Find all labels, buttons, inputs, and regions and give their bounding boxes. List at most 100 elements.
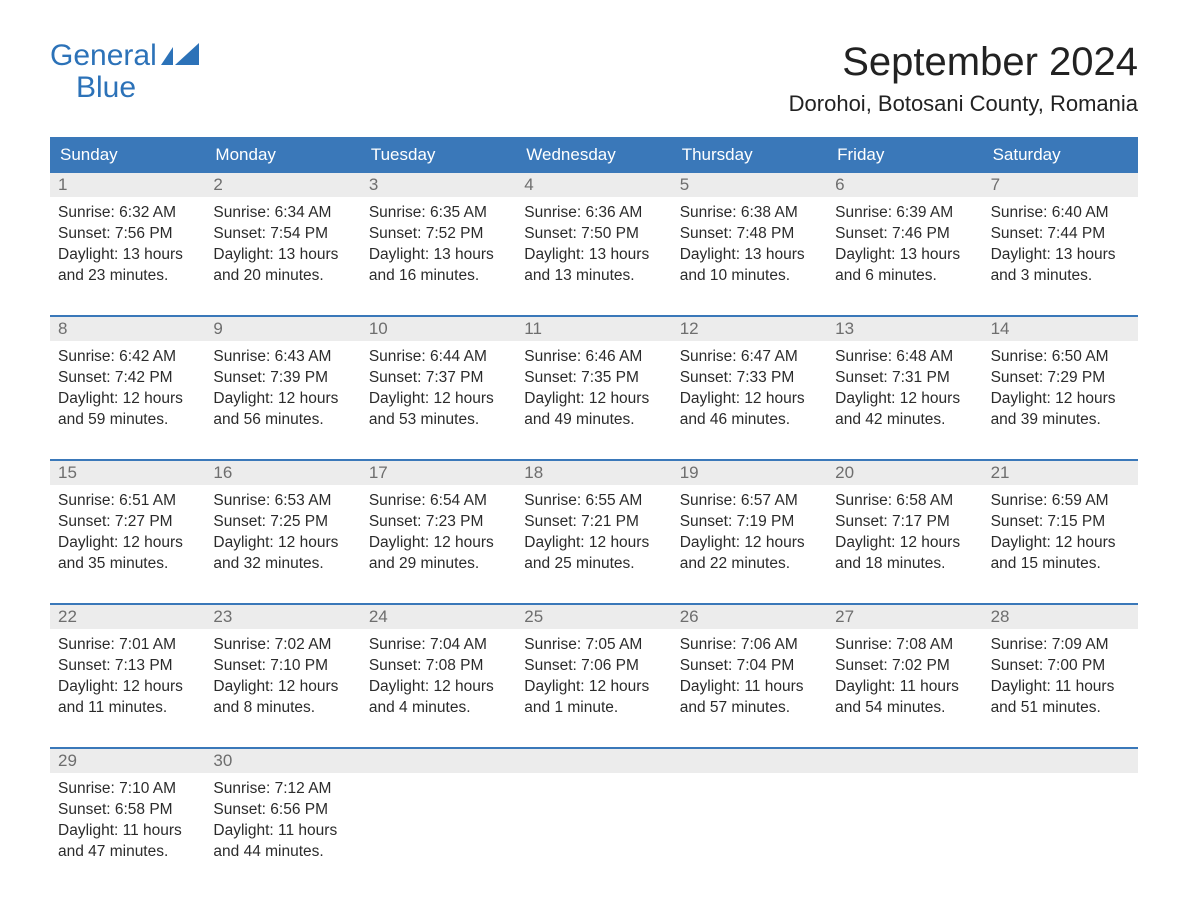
sunset-text: Sunset: 7:46 PM: [835, 224, 974, 245]
sunrise-text: Sunrise: 6:39 AM: [835, 203, 974, 224]
day-body: Sunrise: 7:09 AMSunset: 7:00 PMDaylight:…: [983, 629, 1138, 729]
sunset-text: Sunset: 7:15 PM: [991, 512, 1130, 533]
sunset-text: Sunset: 7:06 PM: [524, 656, 663, 677]
day-number: 30: [205, 749, 360, 773]
day-body: Sunrise: 6:55 AMSunset: 7:21 PMDaylight:…: [516, 485, 671, 585]
daylight-text-1: Daylight: 12 hours: [991, 533, 1130, 554]
calendar-cell: 28Sunrise: 7:09 AMSunset: 7:00 PMDayligh…: [983, 605, 1138, 729]
calendar-cell: 14Sunrise: 6:50 AMSunset: 7:29 PMDayligh…: [983, 317, 1138, 441]
sunrise-text: Sunrise: 6:53 AM: [213, 491, 352, 512]
day-number: 6: [827, 173, 982, 197]
daylight-text-2: and 44 minutes.: [213, 842, 352, 863]
daylight-text-1: Daylight: 12 hours: [524, 533, 663, 554]
sunrise-text: Sunrise: 6:51 AM: [58, 491, 197, 512]
daylight-text-2: and 32 minutes.: [213, 554, 352, 575]
calendar-cell: 3Sunrise: 6:35 AMSunset: 7:52 PMDaylight…: [361, 173, 516, 297]
daylight-text-2: and 53 minutes.: [369, 410, 508, 431]
day-number: 10: [361, 317, 516, 341]
sunset-text: Sunset: 7:33 PM: [680, 368, 819, 389]
sunset-text: Sunset: 7:56 PM: [58, 224, 197, 245]
day-number: 22: [50, 605, 205, 629]
sunset-text: Sunset: 6:56 PM: [213, 800, 352, 821]
day-body: Sunrise: 6:53 AMSunset: 7:25 PMDaylight:…: [205, 485, 360, 585]
sunrise-text: Sunrise: 6:58 AM: [835, 491, 974, 512]
daylight-text-1: Daylight: 11 hours: [213, 821, 352, 842]
sunset-text: Sunset: 7:19 PM: [680, 512, 819, 533]
calendar-cell: 29Sunrise: 7:10 AMSunset: 6:58 PMDayligh…: [50, 749, 205, 873]
day-body: Sunrise: 7:05 AMSunset: 7:06 PMDaylight:…: [516, 629, 671, 729]
day-number: 23: [205, 605, 360, 629]
daylight-text-1: Daylight: 13 hours: [835, 245, 974, 266]
daylight-text-1: Daylight: 13 hours: [213, 245, 352, 266]
daylight-text-1: Daylight: 12 hours: [835, 533, 974, 554]
calendar-cell: 18Sunrise: 6:55 AMSunset: 7:21 PMDayligh…: [516, 461, 671, 585]
sunrise-text: Sunrise: 6:36 AM: [524, 203, 663, 224]
brand-text: General Blue: [50, 40, 199, 103]
day-number: 5: [672, 173, 827, 197]
day-body: Sunrise: 6:42 AMSunset: 7:42 PMDaylight:…: [50, 341, 205, 441]
day-number: 7: [983, 173, 1138, 197]
sunset-text: Sunset: 7:39 PM: [213, 368, 352, 389]
calendar-cell: [361, 749, 516, 873]
day-number: [983, 749, 1138, 773]
sunset-text: Sunset: 7:50 PM: [524, 224, 663, 245]
day-body: Sunrise: 6:54 AMSunset: 7:23 PMDaylight:…: [361, 485, 516, 585]
sunset-text: Sunset: 7:48 PM: [680, 224, 819, 245]
day-body: Sunrise: 7:01 AMSunset: 7:13 PMDaylight:…: [50, 629, 205, 729]
sunrise-text: Sunrise: 6:57 AM: [680, 491, 819, 512]
daylight-text-2: and 57 minutes.: [680, 698, 819, 719]
daylight-text-2: and 46 minutes.: [680, 410, 819, 431]
brand-word1: General: [50, 39, 157, 72]
title-block: September 2024 Dorohoi, Botosani County,…: [789, 40, 1138, 117]
calendar-cell: 17Sunrise: 6:54 AMSunset: 7:23 PMDayligh…: [361, 461, 516, 585]
day-number: 20: [827, 461, 982, 485]
calendar-cell: 20Sunrise: 6:58 AMSunset: 7:17 PMDayligh…: [827, 461, 982, 585]
daylight-text-2: and 18 minutes.: [835, 554, 974, 575]
sunrise-text: Sunrise: 7:05 AM: [524, 635, 663, 656]
weekday-label: Sunday: [50, 137, 205, 173]
daylight-text-1: Daylight: 12 hours: [369, 533, 508, 554]
sunrise-text: Sunrise: 7:02 AM: [213, 635, 352, 656]
day-body: Sunrise: 6:44 AMSunset: 7:37 PMDaylight:…: [361, 341, 516, 441]
daylight-text-1: Daylight: 12 hours: [680, 533, 819, 554]
day-number: 19: [672, 461, 827, 485]
week-row: 1Sunrise: 6:32 AMSunset: 7:56 PMDaylight…: [50, 173, 1138, 297]
sunrise-text: Sunrise: 7:09 AM: [991, 635, 1130, 656]
day-body: Sunrise: 6:51 AMSunset: 7:27 PMDaylight:…: [50, 485, 205, 585]
sunrise-text: Sunrise: 6:44 AM: [369, 347, 508, 368]
sunrise-text: Sunrise: 6:42 AM: [58, 347, 197, 368]
day-number: [361, 749, 516, 773]
day-body: Sunrise: 6:43 AMSunset: 7:39 PMDaylight:…: [205, 341, 360, 441]
daylight-text-1: Daylight: 12 hours: [524, 677, 663, 698]
sunset-text: Sunset: 7:04 PM: [680, 656, 819, 677]
calendar-cell: 16Sunrise: 6:53 AMSunset: 7:25 PMDayligh…: [205, 461, 360, 585]
calendar-cell: 22Sunrise: 7:01 AMSunset: 7:13 PMDayligh…: [50, 605, 205, 729]
day-number: 21: [983, 461, 1138, 485]
day-number: 2: [205, 173, 360, 197]
day-number: 17: [361, 461, 516, 485]
day-number: 28: [983, 605, 1138, 629]
calendar-cell: 12Sunrise: 6:47 AMSunset: 7:33 PMDayligh…: [672, 317, 827, 441]
calendar-cell: 11Sunrise: 6:46 AMSunset: 7:35 PMDayligh…: [516, 317, 671, 441]
day-body: [516, 773, 671, 873]
calendar-cell: 27Sunrise: 7:08 AMSunset: 7:02 PMDayligh…: [827, 605, 982, 729]
day-body: Sunrise: 7:08 AMSunset: 7:02 PMDaylight:…: [827, 629, 982, 729]
calendar-cell: 10Sunrise: 6:44 AMSunset: 7:37 PMDayligh…: [361, 317, 516, 441]
daylight-text-1: Daylight: 12 hours: [213, 533, 352, 554]
day-body: [672, 773, 827, 873]
daylight-text-2: and 56 minutes.: [213, 410, 352, 431]
sunset-text: Sunset: 7:00 PM: [991, 656, 1130, 677]
brand-word2: Blue: [50, 71, 136, 104]
day-body: Sunrise: 7:10 AMSunset: 6:58 PMDaylight:…: [50, 773, 205, 873]
sunset-text: Sunset: 6:58 PM: [58, 800, 197, 821]
day-number: 11: [516, 317, 671, 341]
sunrise-text: Sunrise: 6:43 AM: [213, 347, 352, 368]
sunrise-text: Sunrise: 6:46 AM: [524, 347, 663, 368]
day-body: [361, 773, 516, 873]
daylight-text-2: and 25 minutes.: [524, 554, 663, 575]
daylight-text-2: and 39 minutes.: [991, 410, 1130, 431]
daylight-text-1: Daylight: 11 hours: [991, 677, 1130, 698]
week-row: 8Sunrise: 6:42 AMSunset: 7:42 PMDaylight…: [50, 315, 1138, 441]
day-body: Sunrise: 6:47 AMSunset: 7:33 PMDaylight:…: [672, 341, 827, 441]
page-header: General Blue September 2024 Dorohoi, Bot…: [50, 40, 1138, 117]
